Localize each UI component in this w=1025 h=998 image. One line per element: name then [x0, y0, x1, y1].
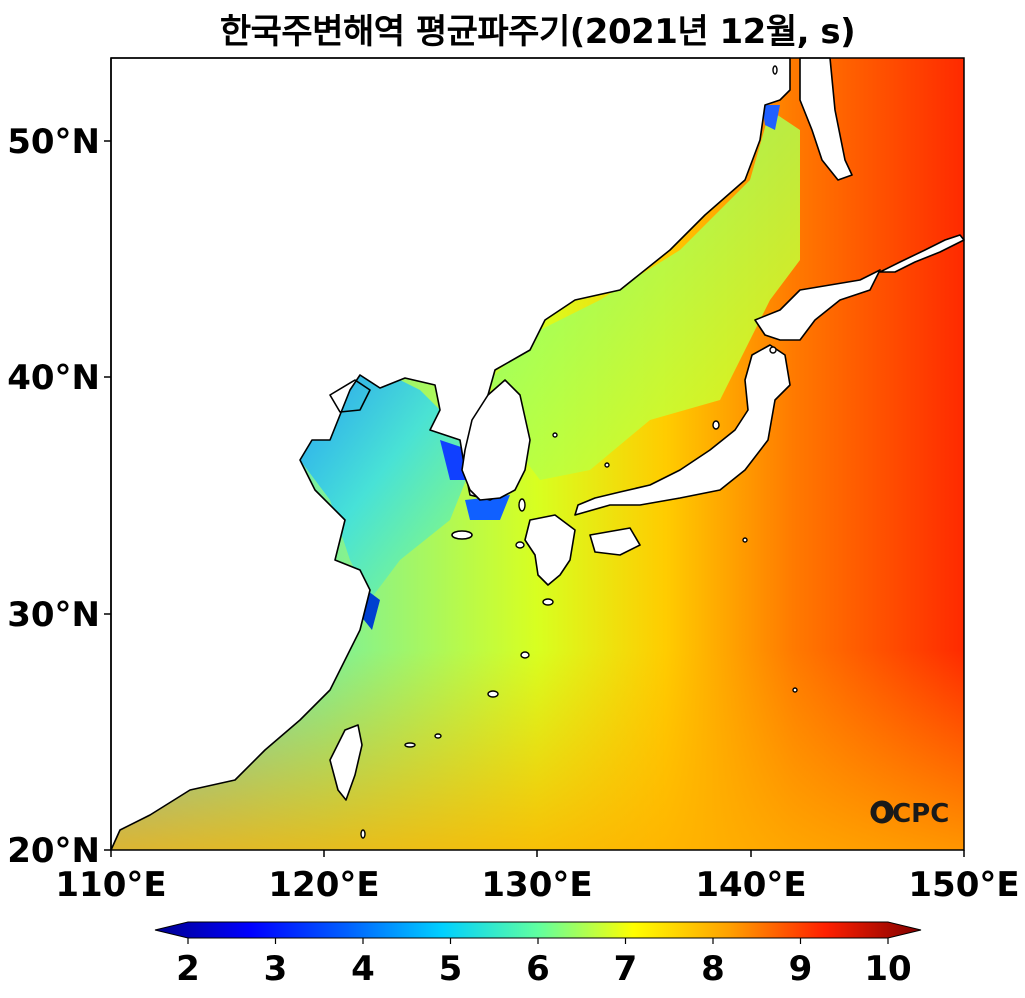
land: [110, 57, 965, 851]
small-islands: [360, 65, 798, 839]
logo-text: OCPC: [870, 799, 949, 829]
colorbar-tick-label: 8: [701, 949, 725, 989]
lon-tick-110: 110°E: [55, 865, 166, 905]
colorbar-tick-label: 9: [789, 949, 813, 989]
tick-marks: [104, 140, 965, 857]
colorbar-tick-label: 2: [176, 949, 200, 989]
lon-tick-120: 120°E: [268, 865, 379, 905]
colorbar: 2 3 4 5 6 7 8 9 10: [154, 921, 922, 989]
colorbar-ticks: 2 3 4 5 6 7 8 9 10: [176, 938, 912, 989]
colorbar-tick-label: 10: [864, 949, 911, 989]
lat-tick-20: 20°N: [7, 831, 100, 871]
lon-tick-150: 150°E: [908, 865, 1019, 905]
lon-tick-130: 130°E: [481, 865, 592, 905]
colorbar-tick-label: 7: [614, 949, 638, 989]
colorbar-tick-label: 5: [439, 949, 463, 989]
colorbar-tick-label: 4: [351, 949, 375, 989]
map-title: 한국주변해역 평균파주기(2021년 12월, s): [219, 12, 856, 52]
lat-tick-30: 30°N: [7, 595, 100, 635]
lon-tick-140: 140°E: [695, 865, 806, 905]
colorbar-tick-label: 3: [264, 949, 288, 989]
colorbar-tick-label: 6: [526, 949, 550, 989]
ocpc-logo: OCPC: [870, 799, 949, 829]
lat-tick-50: 50°N: [7, 122, 100, 162]
lat-tick-40: 40°N: [7, 358, 100, 398]
